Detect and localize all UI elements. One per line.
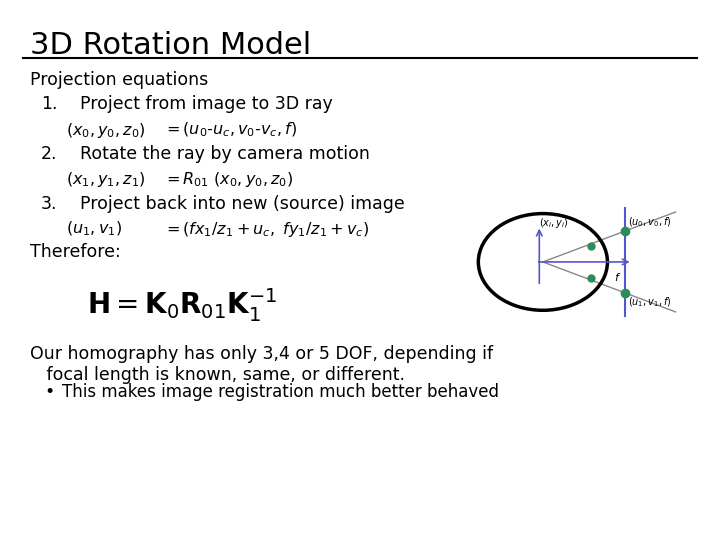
Text: Therefore:: Therefore: xyxy=(30,243,121,261)
Text: $(u_1,v_1)$: $(u_1,v_1)$ xyxy=(66,220,122,239)
Text: $\mathbf{H} = \mathbf{K}_0\mathbf{R}_{01}\mathbf{K}_1^{-1}$: $\mathbf{H} = \mathbf{K}_0\mathbf{R}_{01… xyxy=(87,286,277,324)
Text: 3.: 3. xyxy=(41,195,58,213)
Text: $f$: $f$ xyxy=(614,271,621,282)
Text: $= R_{01}\ (x_0,y_0,z_0)$: $= R_{01}\ (x_0,y_0,z_0)$ xyxy=(163,170,293,189)
Text: $(x_0,y_0,z_0)$: $(x_0,y_0,z_0)$ xyxy=(66,120,145,140)
Text: $= (fx_1/z_1+u_c,\ fy_1/z_1+v_c)$: $= (fx_1/z_1+u_c,\ fy_1/z_1+v_c)$ xyxy=(163,220,369,239)
Text: 2.: 2. xyxy=(41,145,58,163)
Text: This makes image registration much better behaved: This makes image registration much bette… xyxy=(63,383,500,401)
Text: Rotate the ray by camera motion: Rotate the ray by camera motion xyxy=(81,145,370,163)
Text: Our homography has only 3,4 or 5 DOF, depending if
   focal length is known, sam: Our homography has only 3,4 or 5 DOF, de… xyxy=(30,345,493,384)
Text: Project from image to 3D ray: Project from image to 3D ray xyxy=(81,96,333,113)
Text: $(u_0,v_0,f)$: $(u_0,v_0,f)$ xyxy=(629,215,672,229)
Text: $= (u_0$-$u_c, v_0$-$v_c, f)$: $= (u_0$-$u_c, v_0$-$v_c, f)$ xyxy=(163,120,297,139)
Text: 3D Rotation Model: 3D Rotation Model xyxy=(30,31,311,60)
Text: Projection equations: Projection equations xyxy=(30,71,208,89)
Text: $(x_i,y_i)$: $(x_i,y_i)$ xyxy=(539,215,569,230)
Text: $(u_1,v_1,f)$: $(u_1,v_1,f)$ xyxy=(629,296,672,309)
Text: •: • xyxy=(45,383,55,401)
Text: Project back into new (source) image: Project back into new (source) image xyxy=(81,195,405,213)
Text: $(x_1,y_1,z_1)$: $(x_1,y_1,z_1)$ xyxy=(66,170,145,189)
Text: 1.: 1. xyxy=(41,96,58,113)
